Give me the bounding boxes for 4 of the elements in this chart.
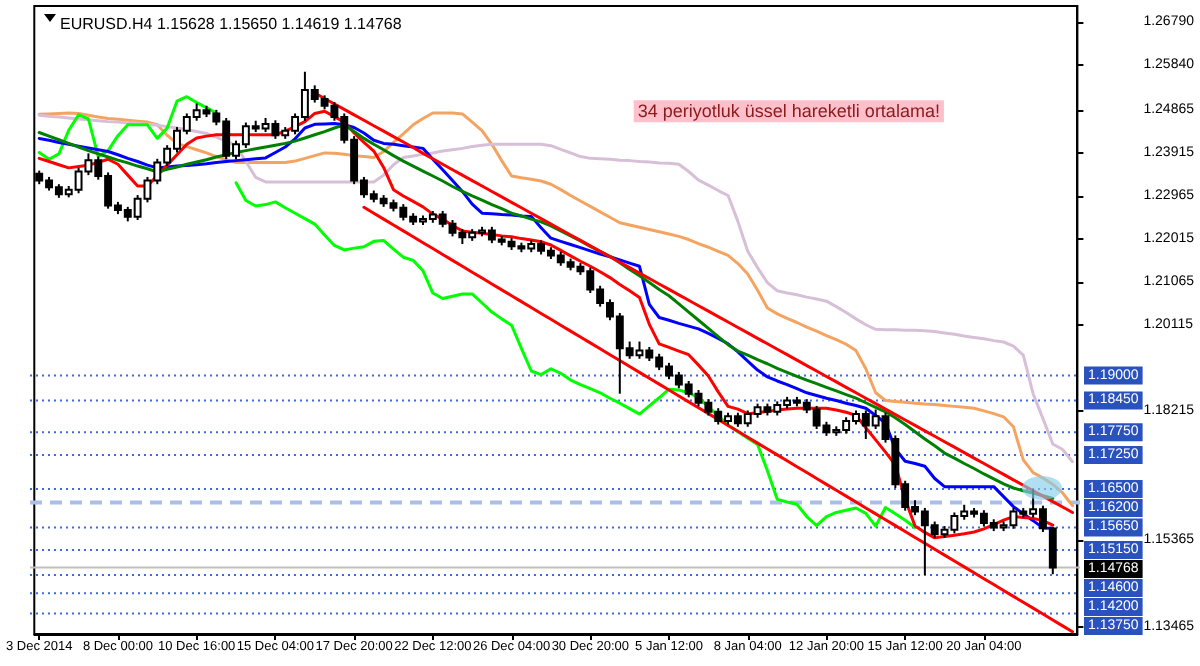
annotation: 34 periyotluk üssel hareketli ortalama! [637, 101, 940, 122]
line-series [362, 205, 1074, 634]
text: EURUSD.H4 1.15628 1.15650 1.14619 1.14768 [60, 15, 403, 33]
line-series [313, 91, 1074, 514]
